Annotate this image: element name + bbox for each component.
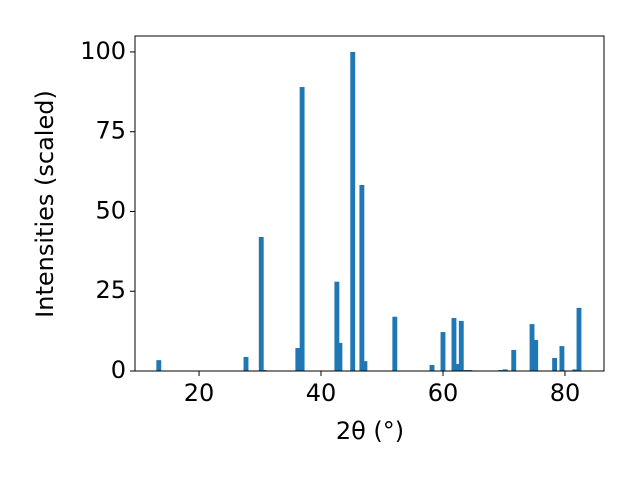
bar [359,184,365,371]
bar [572,369,578,371]
x-tick-label: 40 [306,379,337,407]
bar [295,348,301,371]
y-tick-label: 25 [95,276,126,304]
bar [429,364,435,371]
bar [156,360,162,371]
y-axis-label: Intensities (scaled) [31,90,59,318]
x-tick-label: 60 [428,379,459,407]
bar [502,369,508,371]
bar [243,356,249,371]
bar [533,340,539,371]
bar [299,87,305,372]
y-tick-label: 50 [95,196,126,224]
y-tick-label: 0 [111,356,126,384]
bar [362,361,368,371]
bar [552,357,558,371]
x-tick-label: 80 [550,379,581,407]
bar [559,346,565,371]
bar [258,237,264,371]
bar [337,342,343,371]
bar [350,51,356,371]
bar [576,307,582,371]
bar [334,281,340,371]
bar [458,320,464,371]
y-tick-label: 75 [95,117,126,145]
y-tick-label: 100 [80,37,126,65]
bar [440,332,446,371]
plot-frame [134,35,605,372]
bar [392,316,398,371]
x-axis-label: 2θ (°) [336,417,404,445]
bar [454,363,460,371]
bar [511,349,517,371]
bar [529,324,535,371]
x-tick-label: 20 [184,379,215,407]
bar [451,318,457,371]
